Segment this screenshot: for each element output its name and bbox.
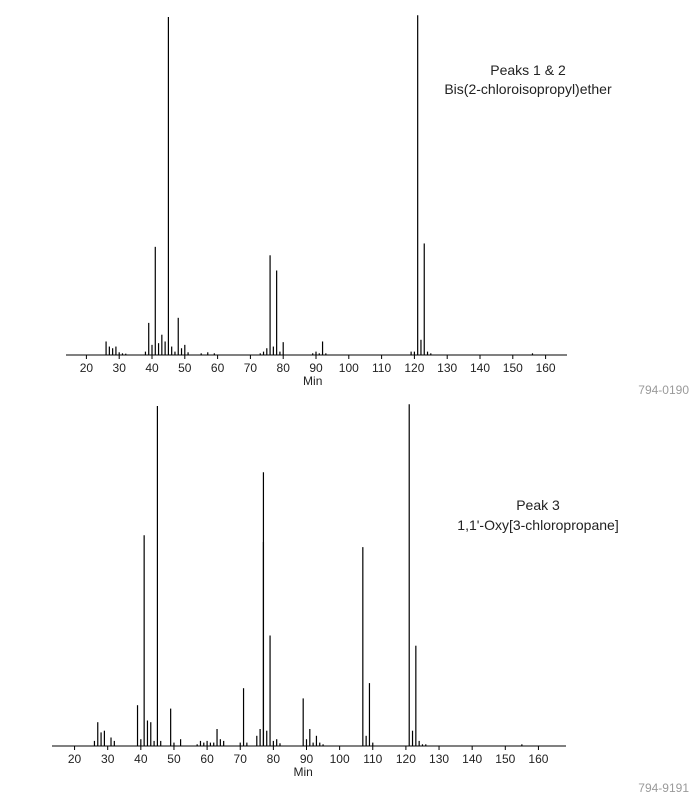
spectrum-2-tick-label-100: 100 <box>330 752 350 766</box>
spectrum-1-tick-label-100: 100 <box>339 361 359 375</box>
spectrum-2-tick-label-120: 120 <box>396 752 416 766</box>
spectrum-2-tick-label-40: 40 <box>134 752 148 766</box>
spectrum-1-x-axis-title: Min <box>303 374 322 388</box>
spectrum-2-title-line-2: 1,1'-Oxy[3-chloropropane] <box>457 517 618 533</box>
spectrum-2-peaks <box>93 404 523 746</box>
spectrum-1-title-line-1: Peaks 1 & 2 <box>490 62 566 78</box>
spectrum-2-x-axis-title: Min <box>294 765 313 779</box>
spectrum-1-tick-label-80: 80 <box>277 361 291 375</box>
spectrum-panel-1: 20 30 40 50 60 70 80 90 100 110 120 130 140 150 160 Mi… <box>66 15 689 397</box>
spectrum-2-tick-label-60: 60 <box>200 752 214 766</box>
spectrum-2-title-line-1: Peak 3 <box>516 497 560 513</box>
spectrum-1-ticks: 20 30 40 50 60 70 80 90 100 110 120 130 140 150 160 <box>80 355 556 375</box>
spectrum-2-tick-label-30: 30 <box>101 752 115 766</box>
spectrum-2-tick-label-150: 150 <box>495 752 515 766</box>
spectrum-1-tick-label-40: 40 <box>145 361 159 375</box>
spectrum-1-peaks <box>105 15 534 355</box>
spectrum-2-tick-label-50: 50 <box>167 752 181 766</box>
spectrum-2-tick-label-130: 130 <box>429 752 449 766</box>
spectrum-2-tick-label-160: 160 <box>528 752 548 766</box>
spectrum-1-tick-label-50: 50 <box>178 361 192 375</box>
spectrum-1-tick-label-60: 60 <box>211 361 225 375</box>
spectrum-1-tick-label-70: 70 <box>244 361 258 375</box>
spectrum-1-tick-label-120: 120 <box>404 361 424 375</box>
spectrum-2-figure-id: 794-9191 <box>638 781 689 795</box>
spectrum-1-tick-label-160: 160 <box>536 361 556 375</box>
spectrum-1-tick-label-90: 90 <box>309 361 323 375</box>
spectrum-2-tick-label-20: 20 <box>68 752 82 766</box>
spectrum-2-tick-label-140: 140 <box>462 752 482 766</box>
spectrum-2-tick-label-70: 70 <box>234 752 248 766</box>
spectrum-1-tick-label-140: 140 <box>470 361 490 375</box>
spectrum-1-tick-label-30: 30 <box>113 361 127 375</box>
spectrum-1-tick-label-130: 130 <box>437 361 457 375</box>
spectrum-2-ticks: 20 30 40 50 60 70 80 90 100 110 120 130 140 150 160 <box>68 746 549 766</box>
spectrum-1-tick-label-20: 20 <box>80 361 94 375</box>
spectrum-1-title-line-2: Bis(2-chloroisopropyl)ether <box>444 81 612 97</box>
spectrum-1-tick-label-150: 150 <box>503 361 523 375</box>
spectrum-2-tick-label-110: 110 <box>363 752 382 766</box>
spectrum-1-tick-label-110: 110 <box>372 361 391 375</box>
spectrum-1-figure-id: 794-0190 <box>638 383 689 397</box>
spectrum-panel-2: 20 30 40 50 60 70 80 90 100 110 120 130 140 150 160 Mi… <box>52 404 689 795</box>
spectrum-2-tick-label-90: 90 <box>300 752 314 766</box>
spectrum-2-tick-label-80: 80 <box>267 752 281 766</box>
